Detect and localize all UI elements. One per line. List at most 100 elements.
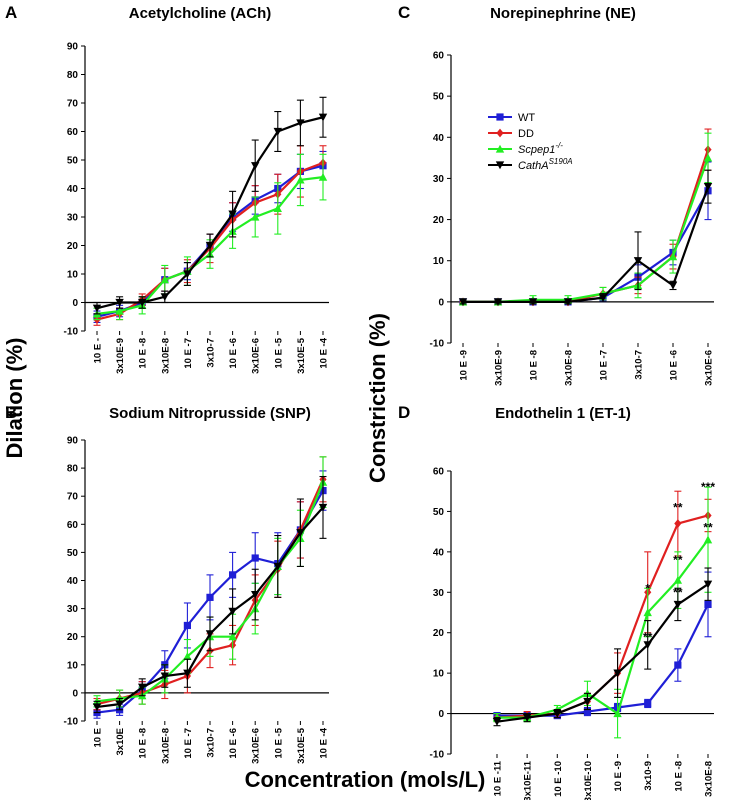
y-tick-label: 0 <box>438 709 444 720</box>
y-tick-label: 40 <box>67 576 79 587</box>
y-tick-label: 10 <box>67 660 79 671</box>
legend-marker <box>496 113 504 121</box>
x-tick-label: 3x10E-8 <box>160 728 171 764</box>
data-point <box>205 630 215 639</box>
data-point <box>643 641 652 650</box>
data-point <box>92 703 102 712</box>
legend-entry: Scpep1-/- <box>488 141 563 156</box>
x-tick-label: 3x10E <box>115 728 126 755</box>
legend-marker <box>496 128 504 138</box>
legend-label: WT <box>518 112 535 124</box>
data-point <box>673 600 683 609</box>
x-tick-label: 3x10E-8 <box>564 350 575 386</box>
legend-entry: DD <box>488 128 534 140</box>
data-point <box>115 298 124 307</box>
x-tick-label: 10 E - <box>93 338 104 363</box>
data-point <box>229 571 237 579</box>
y-tick-label: 60 <box>67 127 79 138</box>
data-point <box>251 590 260 599</box>
y-axis-label-dilation: Dilation (%) <box>2 338 27 459</box>
series-wt <box>93 470 327 719</box>
series-line <box>96 116 324 310</box>
y-tick-label: 40 <box>433 133 445 144</box>
data-point <box>206 593 214 601</box>
data-point <box>296 175 305 184</box>
series-catha-s190a <box>492 567 713 727</box>
panel-c-letter: C <box>398 3 410 22</box>
x-axis-label: Concentration (mols/L) <box>245 767 486 792</box>
y-tick-label: 20 <box>433 628 445 639</box>
data-point <box>598 294 608 302</box>
legend-entry: CathAS190A <box>488 157 573 172</box>
x-tick-label: 10 E -8 <box>138 728 149 759</box>
x-tick-label: 10 E <box>93 728 104 748</box>
significance-annotation: ** <box>643 630 653 644</box>
x-tick-label: 3x10-7 <box>206 728 217 758</box>
data-point <box>668 281 678 290</box>
data-point <box>160 293 169 301</box>
data-point <box>613 669 622 678</box>
y-tick-label: 50 <box>433 507 445 518</box>
y-tick-label: -10 <box>430 339 445 350</box>
data-point <box>673 575 683 584</box>
y-tick-label: 90 <box>67 436 79 447</box>
x-tick-label: 3x10E-6 <box>704 350 715 386</box>
data-point <box>251 554 259 562</box>
series-line <box>496 583 709 723</box>
data-point <box>183 652 192 660</box>
data-point <box>92 304 102 313</box>
legend-entry: WT <box>488 112 535 124</box>
series-line <box>463 149 710 303</box>
x-tick-label: 3x10-7 <box>634 350 645 380</box>
significance-annotation: ** <box>673 585 683 599</box>
significance-annotation: *** <box>701 480 715 494</box>
x-tick-label: 10 E -6 <box>669 350 680 381</box>
data-point <box>553 709 562 718</box>
x-tick-label: 3x10E-8 <box>160 338 171 374</box>
data-point <box>703 535 713 544</box>
data-point <box>458 298 468 307</box>
panel-b-letter: B <box>5 403 17 422</box>
data-point <box>228 607 237 616</box>
data-point <box>138 298 147 307</box>
x-tick-label: 10 E -9 <box>459 350 470 381</box>
y-tick-label: 90 <box>67 42 79 53</box>
y-axis-label-constriction: Constriction (%) <box>365 313 390 483</box>
series-scpep1- <box>92 153 328 321</box>
significance-annotation: ** <box>703 521 713 535</box>
y-tick-label: 0 <box>72 688 78 699</box>
x-tick-label: 10 E -5 <box>273 727 284 758</box>
panel-a-letter: A <box>5 3 17 22</box>
data-point <box>318 113 328 122</box>
x-tick-label: 3x10E-9 <box>494 350 505 386</box>
panel-d-letter: D <box>398 403 410 422</box>
panel-d-title: Endothelin 1 (ET-1) <box>495 405 631 422</box>
data-point <box>583 697 592 706</box>
y-tick-label: 60 <box>67 520 79 531</box>
series-line <box>463 186 710 303</box>
data-point <box>160 672 169 681</box>
data-point <box>205 241 215 250</box>
data-point <box>703 183 713 191</box>
data-point <box>318 503 328 512</box>
data-point <box>633 257 643 265</box>
data-point <box>115 700 124 709</box>
panel-d-endothelin-chart: -10 0 10 20 30 40 50 60 10 E -11 3x10E-11 10 E -10… <box>430 467 716 800</box>
x-tick-label: 3x10E-9 <box>115 338 126 374</box>
data-point <box>668 252 678 261</box>
data-point <box>296 529 305 537</box>
data-point <box>563 298 573 307</box>
data-point <box>613 709 622 718</box>
series-catha-s190a <box>92 475 328 714</box>
y-tick-label: 80 <box>67 464 79 475</box>
x-tick-label: 10 E -4 <box>319 727 330 758</box>
panel-a-acetylcholine-chart: -10 0 10 20 30 40 50 60 70 80 90 10 E - 3x10E-9 10 E … <box>64 42 330 374</box>
y-tick-label: 0 <box>438 297 444 308</box>
x-tick-label: 3x10-9 <box>643 761 654 791</box>
y-tick-label: 50 <box>433 92 445 103</box>
data-point <box>273 204 282 213</box>
data-point <box>704 600 712 609</box>
data-point <box>251 212 260 221</box>
